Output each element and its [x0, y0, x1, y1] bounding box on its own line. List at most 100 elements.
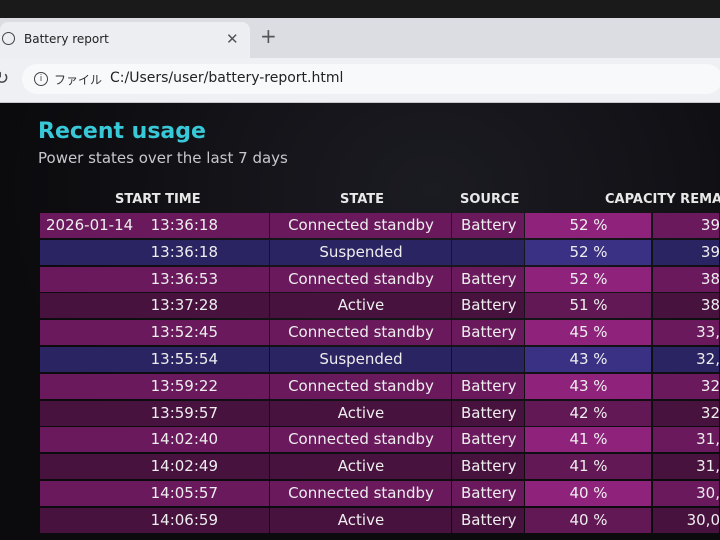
table-row: 13:37:28 Active Battery 51 % 38 — [40, 293, 720, 319]
cell-background — [270, 239, 451, 265]
cell-state: Active — [337, 457, 385, 476]
cell-background — [452, 266, 524, 292]
cell-background — [40, 213, 269, 238]
cell-background — [270, 400, 451, 426]
cell-source: Battery — [461, 430, 517, 449]
cell-state: Suspended — [319, 350, 403, 368]
table-row: 14:02:40 Connected standby Battery 41 % 31, — [40, 427, 720, 453]
cell-time: 13:37:28 — [150, 296, 218, 315]
cell-background — [525, 320, 651, 346]
cell-background — [452, 320, 524, 346]
table-row: 13:59:57 Active Battery 42 % 32 — [40, 400, 720, 426]
cell-capacity: 30,0 — [686, 510, 720, 529]
cell-capacity: 30, — [696, 484, 720, 502]
column-header: CAPACITY REMAI — [605, 192, 720, 207]
cell-background — [653, 454, 719, 480]
cell-time: 13:36:18 — [150, 242, 218, 261]
cell-background — [40, 427, 269, 453]
cell-background — [525, 481, 651, 506]
cell-background — [452, 507, 524, 533]
cell-background — [653, 293, 719, 319]
cell-background — [452, 347, 524, 372]
cell-background — [452, 213, 524, 238]
table-row: 13:52:45 Connected standby Battery 45 % 33, — [40, 320, 720, 346]
cell-background — [270, 213, 451, 238]
cell-percent: 52 % — [569, 269, 608, 288]
page: Recent usage Power states over the last … — [0, 103, 720, 540]
cell-state: Connected standby — [288, 430, 434, 449]
cell-capacity: 31, — [696, 457, 720, 476]
cell-background — [270, 454, 451, 480]
cell-time: 13:52:45 — [150, 323, 218, 342]
reload[interactable]: ↻ — [0, 68, 10, 89]
cell-time: 14:05:57 — [150, 484, 218, 502]
cell-background — [40, 454, 269, 480]
cell-background — [525, 400, 651, 426]
cell-capacity: 39 — [700, 216, 720, 234]
cell-background — [452, 427, 524, 453]
cell-percent: 43 % — [569, 350, 608, 368]
cell-state: Active — [337, 510, 385, 529]
cell-source: Battery — [461, 269, 517, 288]
close-tab[interactable]: ✕ — [226, 30, 239, 48]
cell-time: 14:06:59 — [150, 510, 218, 529]
cell-percent: 42 % — [569, 403, 608, 422]
cell-capacity: 38 — [700, 296, 720, 315]
cell-percent: 52 % — [569, 242, 608, 261]
cell-source: Battery — [461, 323, 517, 342]
table-row: 14:02:49 Active Battery 41 % 31, — [40, 454, 720, 480]
info-icon[interactable]: i — [34, 72, 48, 86]
table-row: 14:05:57 Connected standby Battery 40 % 30, — [40, 481, 720, 506]
cell-percent: 41 % — [569, 430, 608, 449]
cell-source: Battery — [461, 510, 517, 529]
cell-background — [270, 373, 451, 399]
cell-percent: 51 % — [569, 296, 608, 315]
cell-background — [40, 239, 269, 265]
cell-capacity: 32, — [696, 350, 720, 368]
cell-background — [653, 266, 719, 292]
column-header: STATE — [340, 192, 385, 207]
cell-background — [40, 347, 269, 372]
cell-capacity: 38 — [700, 269, 720, 288]
tab-strip: Battery report ✕ + — [0, 18, 720, 58]
cell-source: Battery — [461, 216, 517, 234]
cell-background — [653, 239, 719, 265]
cell-time: 14:02:40 — [150, 430, 218, 449]
section-title: Recent usage — [38, 119, 206, 144]
cell-percent: 40 % — [569, 484, 608, 502]
table-row: 13:36:53 Connected standby Battery 52 % 38 — [40, 266, 720, 292]
cell-background — [653, 400, 719, 426]
cell-background — [270, 293, 451, 319]
cell-background — [525, 213, 651, 238]
globe-icon — [2, 32, 15, 45]
cell-background — [270, 427, 451, 453]
new-tab[interactable]: + — [260, 24, 277, 48]
cell-background — [452, 454, 524, 480]
cell-percent: 43 % — [569, 376, 608, 395]
cell-background — [653, 427, 719, 453]
cell-capacity: 31, — [696, 430, 720, 449]
cell-background — [452, 293, 524, 319]
section-subtitle: Power states over the last 7 days — [38, 149, 288, 167]
cell-background — [40, 400, 269, 426]
address-bar: ↻ i ファイル C:/Users/user/battery-report.ht… — [0, 58, 720, 103]
cell-background — [525, 454, 651, 480]
cell-background — [525, 507, 651, 533]
column-header: SOURCE — [460, 192, 520, 207]
table-row: 13:36:18 Suspended 52 % 39 — [40, 239, 720, 265]
cell-source: Battery — [461, 296, 517, 315]
cell-state: Connected standby — [288, 484, 434, 502]
cell-percent: 45 % — [569, 323, 608, 342]
cell-state: Connected standby — [288, 216, 434, 234]
tab[interactable]: Battery report ✕ — [0, 22, 250, 58]
address-field[interactable]: i ファイル C:/Users/user/battery-report.html — [22, 64, 720, 94]
cell-percent: 52 % — [569, 216, 608, 234]
cell-source: Battery — [461, 376, 517, 395]
table-row: 13:59:22 Connected standby Battery 43 % 32 — [40, 373, 720, 399]
cell-background — [270, 320, 451, 346]
cell-percent: 40 % — [569, 510, 608, 529]
cell-background — [452, 373, 524, 399]
cell-background — [653, 373, 719, 399]
cell-background — [525, 239, 651, 265]
